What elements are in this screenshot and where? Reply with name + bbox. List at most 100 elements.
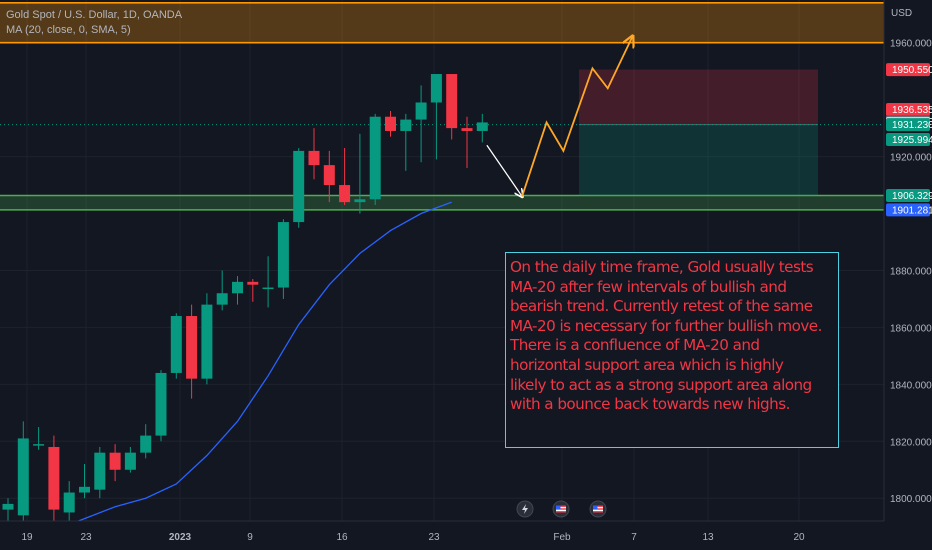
ma-20-line	[78, 201, 452, 522]
candle-body	[400, 119, 412, 131]
price-label-bg	[886, 203, 930, 217]
price-label-text: 1931.230	[892, 120, 932, 131]
price-label-bg	[886, 103, 930, 117]
candle-body	[277, 222, 289, 288]
candle-body	[94, 452, 106, 490]
price-label-tag: 1931.230	[886, 118, 932, 132]
analysis-line: with a bounce back towards new highs.	[510, 395, 790, 414]
candle-body	[216, 293, 228, 305]
candle-body	[186, 316, 198, 379]
flag-canton	[556, 505, 561, 510]
price-label-tag: 1950.550	[886, 63, 932, 77]
price-label-text: 1950.550	[892, 65, 932, 76]
price-label-bg	[886, 118, 930, 132]
candle-body	[354, 199, 366, 203]
price-label-tag: 1906.329	[886, 189, 932, 203]
price-label-text: 1936.535	[892, 105, 932, 116]
x-tick-label: 13	[702, 532, 714, 543]
price-label-bg	[886, 133, 930, 147]
candle-body	[385, 116, 396, 131]
y-tick-label: 1800.000	[890, 494, 932, 505]
analysis-line: There is a confluence of MA-20 and	[510, 336, 760, 355]
lightning-icon[interactable]	[516, 500, 534, 518]
flag-stripe	[556, 505, 566, 507]
candle-body	[293, 150, 305, 223]
candle-body	[369, 116, 381, 200]
symbol-title: Gold Spot / U.S. Dollar, 1D, OANDA	[6, 9, 183, 21]
candle-body	[446, 74, 458, 129]
x-tick-label: 16	[336, 532, 348, 543]
price-label-text: 1906.329	[892, 191, 932, 202]
y-tick-label: 1840.000	[890, 380, 932, 391]
x-tick-label: 2023	[169, 532, 192, 543]
candle-body	[17, 438, 29, 516]
price-label-bg	[886, 189, 930, 203]
candle-body	[124, 452, 136, 470]
lightning-bolt	[522, 504, 528, 514]
flag-stripe	[593, 505, 603, 507]
us-flag-icon[interactable]	[552, 500, 570, 518]
candle-body	[461, 128, 473, 131]
x-tick-label: 7	[631, 532, 637, 543]
candle-body	[232, 281, 243, 294]
candle-body	[323, 165, 335, 186]
analysis-line: On the daily time frame, Gold usually te…	[510, 258, 814, 276]
y-tick-label: 1960.000	[890, 39, 932, 50]
y-tick-label: 1820.000	[890, 437, 932, 448]
stop-loss-zone	[579, 69, 818, 125]
flag-stripe	[556, 508, 566, 510]
time-axis-panel	[0, 521, 932, 550]
flag-stripe	[593, 508, 603, 510]
candle-body	[430, 74, 442, 103]
candle-body	[140, 435, 152, 453]
candle-body	[247, 281, 259, 285]
x-tick-label: Feb	[553, 532, 571, 543]
candle-body	[48, 446, 60, 510]
candle-body	[2, 503, 14, 510]
analysis-line: horizontal support area which is highly	[510, 355, 784, 374]
flag-stripe	[556, 511, 566, 513]
candle-body	[79, 486, 90, 493]
price-label-text: 1925.994	[892, 135, 932, 146]
candle-body	[33, 444, 45, 446]
candle-body	[262, 287, 274, 290]
x-tick-label: 9	[247, 532, 253, 543]
flag-canton	[593, 505, 598, 510]
price-axis-panel	[884, 0, 932, 550]
x-tick-label: 20	[793, 532, 805, 543]
candle-body	[109, 452, 121, 470]
take-profit-zone	[579, 124, 818, 196]
support-zone	[0, 195, 884, 210]
candle-body	[415, 102, 427, 120]
candle-body	[155, 372, 167, 436]
candle-body	[201, 304, 213, 379]
price-label-text: 1901.281	[892, 205, 932, 216]
y-tick-label: 1920.000	[890, 153, 932, 164]
resistance-zone	[0, 2, 884, 43]
analysis-line: likely to act as a strong support area a…	[510, 375, 812, 394]
price-label-tag: 1936.535	[886, 103, 932, 117]
analysis-line: bearish trend. Currently retest of the s…	[510, 297, 813, 316]
price-label-tag: 1901.281	[886, 203, 932, 217]
x-tick-label: 19	[21, 532, 33, 543]
price-label-bg	[886, 63, 930, 77]
retest-arrow	[486, 144, 522, 196]
analysis-note[interactable]: On the daily time frame, Gold usually te…	[505, 252, 839, 448]
analysis-line: MA-20 after few intervals of bullish and	[510, 277, 787, 296]
y-tick-label: 1880.000	[890, 266, 932, 277]
x-tick-label: 23	[428, 532, 440, 543]
projection-arrow	[521, 37, 632, 197]
flag-stripe	[593, 511, 603, 513]
candle-body	[170, 316, 182, 373]
candle-body	[476, 122, 488, 131]
candle-body	[63, 492, 75, 513]
candle-body	[339, 185, 351, 203]
ma-indicator-label[interactable]: MA (20, close, 0, SMA, 5)	[6, 24, 131, 36]
candle-body	[308, 150, 320, 166]
currency-label: USD	[891, 8, 913, 19]
chart-legend: Gold Spot / U.S. Dollar, 1D, OANDA MA (2…	[6, 8, 182, 38]
price-label-tag: 1925.994	[886, 133, 932, 147]
us-flag-icon[interactable]	[589, 500, 607, 518]
x-tick-label: 23	[80, 532, 92, 543]
analysis-line: MA-20 is necessary for further bullish m…	[510, 316, 822, 335]
